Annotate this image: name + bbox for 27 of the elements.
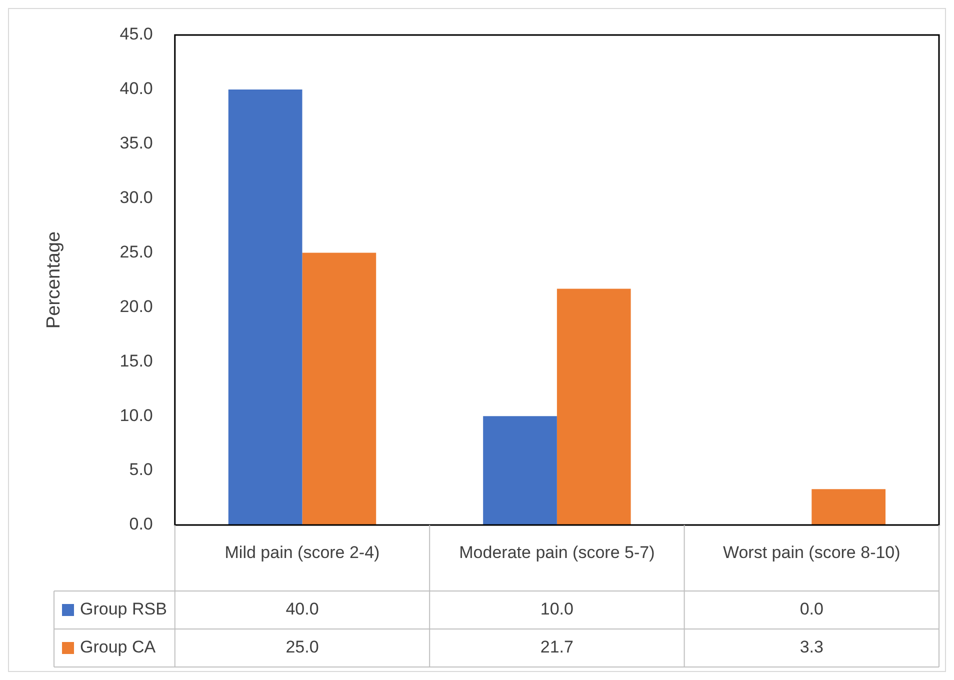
y-tick-label: 5.0 [129, 460, 153, 480]
y-tick-label: 25.0 [120, 242, 153, 262]
y-axis-title: Percentage [44, 231, 65, 329]
data-label: 40.0 [286, 600, 319, 619]
legend-label: Group RSB [80, 600, 167, 619]
data-label: 21.7 [540, 638, 574, 657]
y-tick-label: 0.0 [129, 514, 153, 534]
y-tick-label: 40.0 [120, 79, 153, 98]
bar [483, 416, 557, 525]
bar [812, 489, 886, 525]
data-label: 0.0 [800, 600, 824, 619]
data-label: 3.3 [800, 638, 824, 657]
bar [556, 288, 631, 525]
y-tick-label: 10.0 [120, 406, 153, 425]
y-tick-label: 35.0 [120, 134, 153, 153]
y-tick-label: 15.0 [120, 351, 153, 370]
data-label: 25.0 [286, 638, 319, 657]
y-tick-label: 30.0 [120, 188, 153, 208]
bar [302, 252, 376, 525]
x-tick-label: Mild pain (score 2-4) [224, 542, 380, 562]
y-tick-label: 45.0 [120, 24, 153, 44]
legend-label: Group CA [80, 638, 156, 657]
x-tick-label: Moderate pain (score 5-7) [459, 542, 655, 562]
x-tick-label: Worst pain (score 8-10) [722, 542, 900, 562]
data-label: 10.0 [540, 600, 574, 619]
bar [228, 89, 302, 525]
y-tick-label: 20.0 [120, 296, 153, 316]
